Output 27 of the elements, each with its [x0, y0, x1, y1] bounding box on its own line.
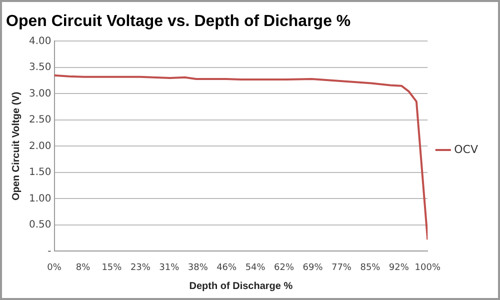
- y-tick-label: 3.50: [29, 62, 52, 74]
- y-tick-label: 1.50: [29, 167, 52, 178]
- legend-label: OCV: [454, 142, 478, 156]
- x-tick-label: 8%: [76, 262, 91, 273]
- chart-title: Open Circuit Voltage vs. Depth of Dicharge %: [6, 13, 351, 30]
- x-axis-title: Depth of Discharge %: [189, 280, 293, 292]
- y-tick-label: 0.50: [29, 220, 52, 231]
- y-tick-label: 4.00: [29, 36, 52, 47]
- x-tick-label: 92%: [388, 262, 410, 273]
- y-tick-label: 2.50: [29, 114, 52, 126]
- x-tick-label: 38%: [188, 262, 208, 273]
- y-tick-label: 1.00: [29, 193, 52, 204]
- y-axis-title: Open Circuit Voltge (V): [10, 92, 22, 201]
- x-tick-label: 62%: [274, 262, 294, 273]
- x-tick-label: 77%: [331, 262, 352, 273]
- x-tick-label: 69%: [302, 262, 324, 273]
- x-tick-label: 100%: [414, 262, 441, 273]
- x-tick-label: 46%: [216, 262, 238, 273]
- x-tick-label: 54%: [245, 262, 266, 273]
- y-tick-label: 3.00: [29, 88, 52, 100]
- x-tick-label: 23%: [130, 262, 151, 273]
- y-tick-label: -: [48, 246, 52, 257]
- y-tick-label: 2.00: [29, 140, 52, 152]
- x-tick-label: 0%: [47, 262, 62, 273]
- x-tick-label: 85%: [360, 262, 381, 273]
- x-tick-label: 15%: [102, 262, 122, 273]
- x-tick-label: 31%: [159, 262, 180, 273]
